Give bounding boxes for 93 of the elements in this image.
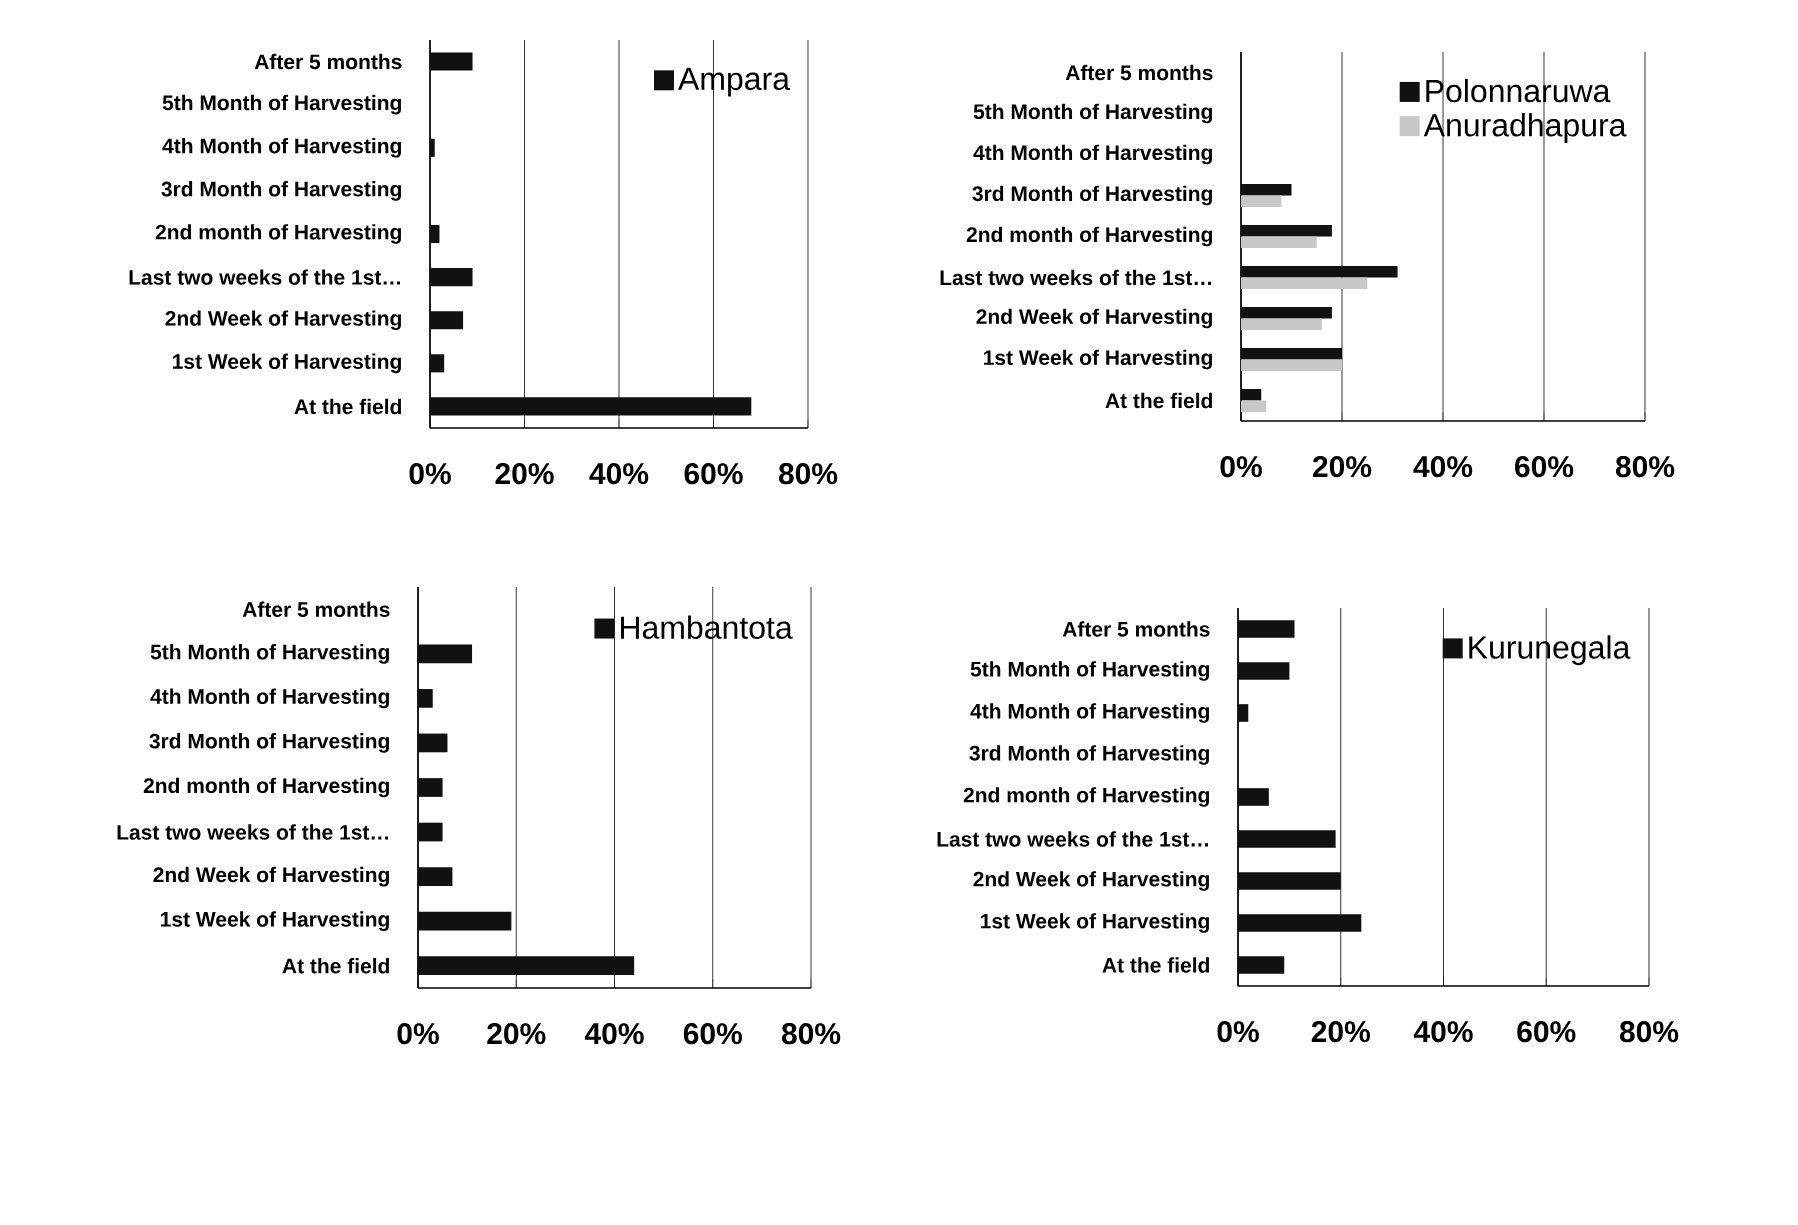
y-tick-label: At the field <box>1102 957 1210 973</box>
y-tick-label: 3rd Month of Harvesting <box>972 185 1212 206</box>
y-tick-label: At the field <box>1105 392 1213 409</box>
y-tick-label: After 5 months <box>242 601 390 618</box>
bar <box>1238 830 1336 848</box>
bar <box>1241 400 1267 412</box>
y-tick-label: After 5 months <box>254 53 402 70</box>
bar <box>1241 225 1332 237</box>
bar <box>430 268 473 287</box>
x-tick-label: 80% <box>1619 1021 1679 1043</box>
y-tick-label: 2nd Week of Harvesting <box>976 308 1212 329</box>
y-tick-label: 1st Week of Harvesting <box>981 913 1209 933</box>
y-tick-label: 2nd month of Harvesting <box>963 787 1209 807</box>
x-tick-label: 80% <box>778 463 838 485</box>
y-tick-label: After 5 months <box>1062 621 1210 637</box>
bar <box>430 224 440 244</box>
y-tick-label: 4th Month of Harvesting <box>973 144 1212 165</box>
legend-label: Polonnaruwa <box>1426 78 1611 103</box>
y-tick-label: 2nd month of Harvesting <box>966 226 1212 247</box>
bar <box>430 138 435 157</box>
x-tick-label: 40% <box>1413 456 1473 478</box>
bar <box>1238 788 1269 806</box>
y-tick-label: After 5 months <box>1065 64 1213 81</box>
bar <box>418 778 443 797</box>
bar <box>418 867 453 886</box>
x-tick-label: 80% <box>781 1023 841 1045</box>
y-tick-label: 5th Month of Harvesting <box>973 103 1212 124</box>
y-tick-label: 2nd Week of Harvesting <box>973 871 1209 891</box>
x-tick-label: 60% <box>1517 1021 1576 1043</box>
bar <box>430 397 752 416</box>
bar <box>1238 872 1341 890</box>
y-tick-label: Last two weeks of the 1st… <box>129 269 400 285</box>
y-tick-label: 2nd Week of Harvesting <box>153 866 389 887</box>
bar <box>1241 236 1317 248</box>
y-tick-label: 1st Week of Harvesting <box>161 911 389 931</box>
bar <box>418 644 473 664</box>
x-tick-label: 0% <box>397 1023 439 1045</box>
y-tick-label: 2nd Week of Harvesting <box>165 310 401 331</box>
bar <box>1241 359 1342 371</box>
bar <box>1241 389 1262 401</box>
y-tick-label: 4th Month of Harvesting <box>162 137 401 158</box>
x-tick-label: 20% <box>1311 1021 1370 1043</box>
bar <box>1241 195 1282 207</box>
x-tick-label: 20% <box>1313 456 1372 478</box>
bar <box>1241 318 1322 330</box>
y-tick-label: At the field <box>294 398 402 415</box>
y-tick-label: Last two weeks of the 1st… <box>940 269 1211 286</box>
bar <box>1238 914 1362 932</box>
y-tick-label: 1st Week of Harvesting <box>173 353 401 374</box>
bar <box>418 956 635 976</box>
y-tick-label: 2nd month of Harvesting <box>155 224 401 244</box>
y-tick-label: Last two weeks of the 1st… <box>937 831 1208 847</box>
x-tick-label: 0% <box>409 463 451 485</box>
bar <box>1241 277 1368 289</box>
x-tick-label: 80% <box>1615 456 1675 478</box>
bar <box>430 354 445 373</box>
bar <box>1238 704 1249 722</box>
y-tick-label: 5th Month of Harvesting <box>162 94 401 115</box>
legend-label: Anuradhapura <box>1423 113 1627 143</box>
x-tick-label: 20% <box>495 463 554 485</box>
x-tick-label: 20% <box>487 1023 546 1045</box>
x-tick-label: 40% <box>1413 1021 1473 1043</box>
bar <box>418 733 448 753</box>
bar <box>1241 266 1398 278</box>
y-tick-label: 2nd month of Harvesting <box>143 777 389 798</box>
bar <box>418 822 443 842</box>
x-tick-label: 0% <box>1217 1021 1259 1043</box>
y-tick-label: At the field <box>282 958 390 974</box>
x-tick-label: 40% <box>584 1023 644 1045</box>
bar <box>1238 956 1285 974</box>
y-tick-label: 5th Month of Harvesting <box>150 644 389 664</box>
y-tick-label: 3rd Month of Harvesting <box>161 181 401 201</box>
x-tick-label: 60% <box>684 463 743 485</box>
bar <box>430 311 464 330</box>
bar <box>1238 662 1290 680</box>
y-tick-label: 5th Month of Harvesting <box>970 661 1209 681</box>
y-tick-label: 1st Week of Harvesting <box>984 349 1212 370</box>
bar <box>1238 620 1295 638</box>
y-tick-label: 4th Month of Harvesting <box>150 688 389 709</box>
y-tick-label: Last two weeks of the 1st… <box>117 824 388 840</box>
bar <box>1241 184 1292 196</box>
bar <box>430 52 473 71</box>
x-tick-label: 60% <box>1515 456 1574 478</box>
bar <box>1241 307 1332 319</box>
bar <box>418 911 512 931</box>
bar <box>418 689 433 708</box>
x-tick-label: 40% <box>589 463 649 485</box>
y-tick-label: 3rd Month of Harvesting <box>969 745 1209 765</box>
bar <box>1241 348 1342 360</box>
x-tick-label: 0% <box>1220 456 1262 478</box>
y-tick-label: 4th Month of Harvesting <box>970 703 1209 723</box>
x-tick-label: 60% <box>683 1023 742 1045</box>
y-tick-label: 3rd Month of Harvesting <box>149 733 389 753</box>
